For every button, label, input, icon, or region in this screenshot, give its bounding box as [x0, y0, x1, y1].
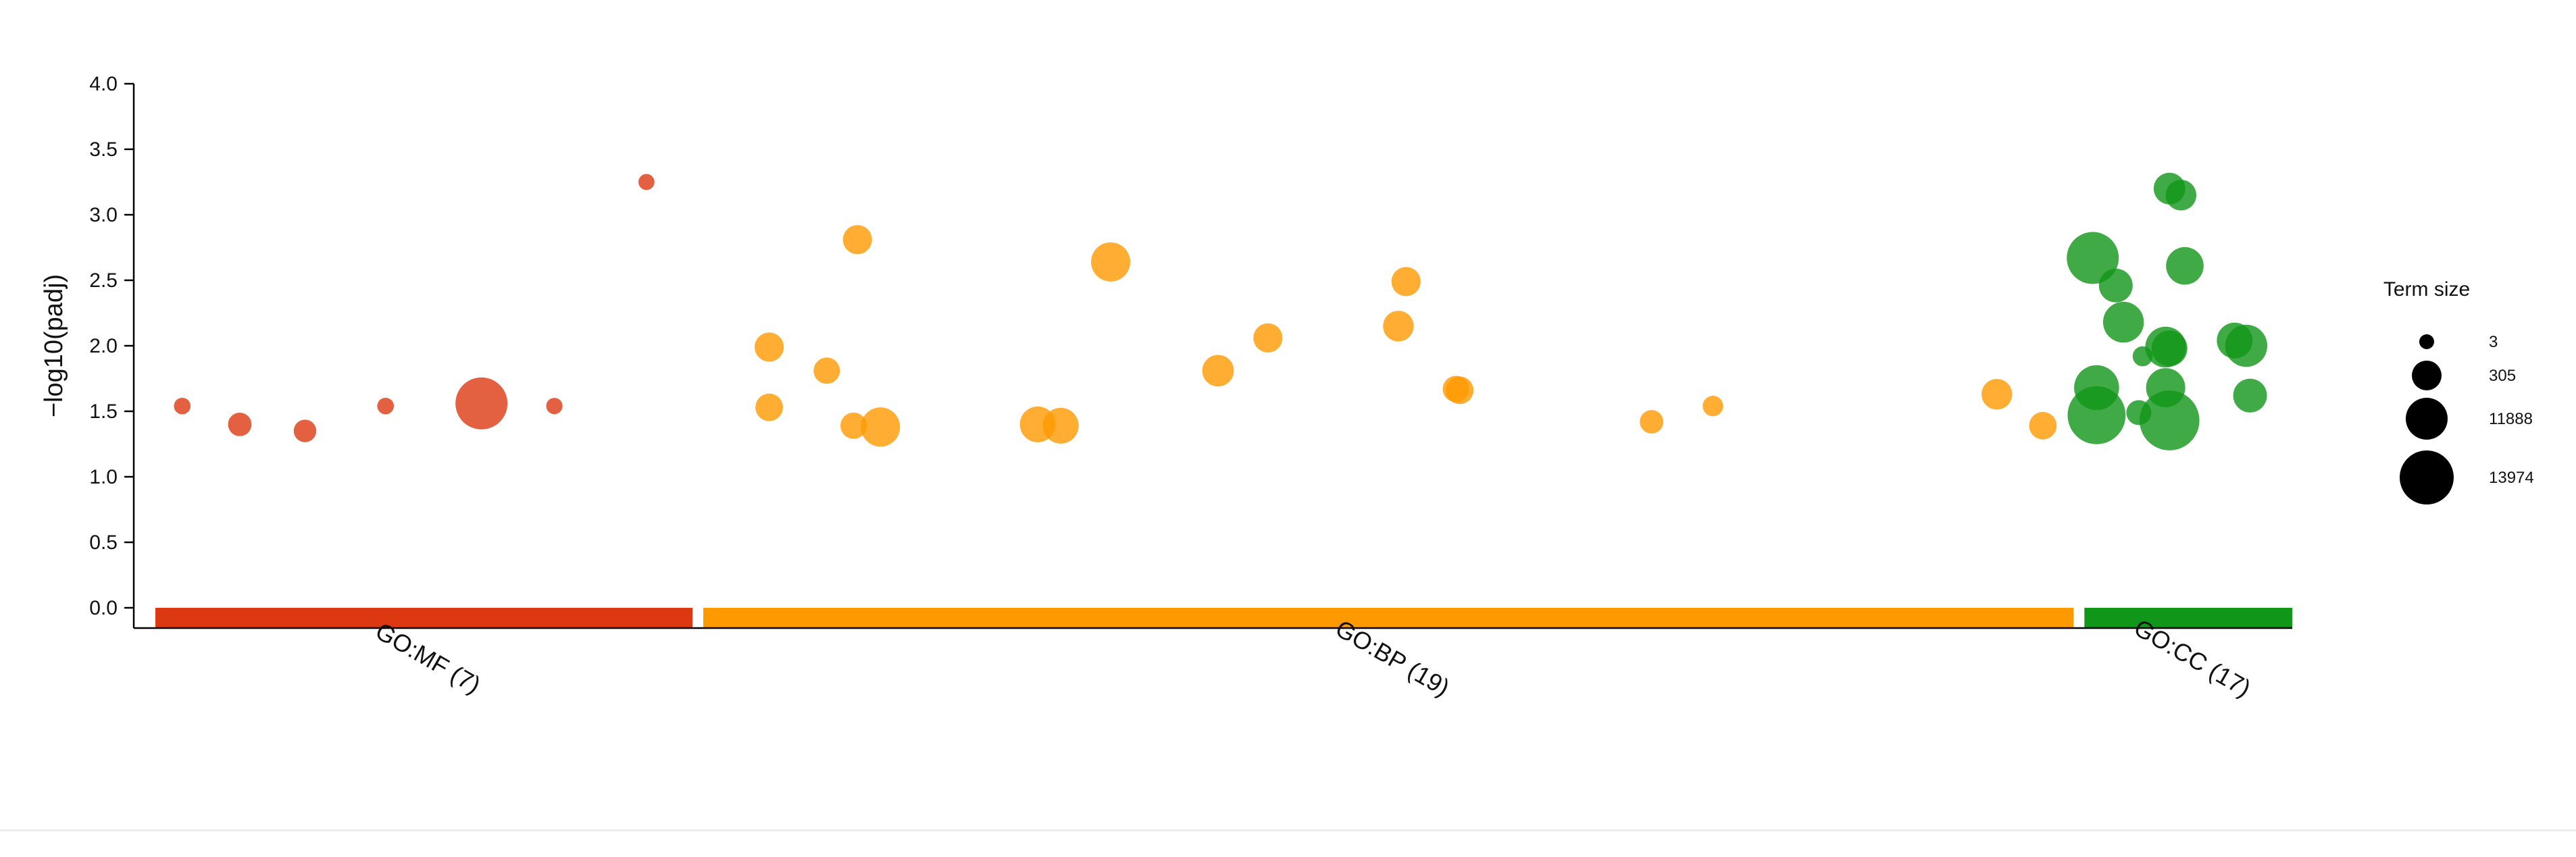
data-point: [174, 397, 191, 415]
x-source-label: GO:MF (7): [371, 617, 485, 698]
data-point: [2166, 246, 2204, 285]
data-point: [840, 412, 867, 439]
data-point: [377, 397, 395, 415]
data-point: [861, 407, 901, 447]
legend-title: Term size: [2383, 278, 2470, 301]
data-point: [842, 225, 872, 255]
data-point: [2233, 378, 2267, 413]
data-point: [228, 413, 252, 436]
data-point: [455, 377, 508, 430]
y-tick-label: 0.0: [89, 597, 118, 619]
y-tick-label: 1.0: [89, 466, 118, 488]
y-tick-label: 0.5: [89, 531, 118, 554]
source-bar: [155, 608, 693, 628]
data-point: [1391, 267, 1421, 296]
data-point: [2067, 232, 2119, 284]
legend-size-label: 11888: [2489, 410, 2533, 428]
y-axis-label: −log10(padj): [40, 274, 68, 417]
manhattan-plot: 0.0 0.5 1.0 1.5 2.0 2.5 3.0 3.5 4.0 −log10(padj) G…: [40, 73, 2534, 702]
y-tick-label: 4.0: [89, 73, 118, 95]
y-tick-label: 1.5: [89, 400, 118, 423]
data-point: [755, 393, 783, 421]
data-point: [2165, 180, 2197, 211]
data-point: [1446, 376, 1474, 405]
y-tick-label: 3.0: [89, 204, 118, 226]
data-point: [546, 398, 563, 415]
data-point: [1090, 242, 1130, 282]
y-tick-label: 2.5: [89, 269, 118, 292]
data-point: [1640, 410, 1664, 434]
data-point: [2029, 411, 2057, 440]
data-point: [2225, 324, 2268, 367]
data-point: [1383, 311, 1414, 342]
legend-size-marker: [2400, 450, 2454, 504]
data-point: [1042, 407, 1079, 444]
legend-size-label: 13974: [2489, 469, 2534, 487]
data-point: [1253, 323, 1283, 353]
data-point: [2151, 330, 2188, 367]
data-point: [813, 357, 840, 384]
legend-size-marker: [2412, 361, 2442, 390]
data-point: [2102, 301, 2144, 343]
data-point: [2098, 268, 2133, 303]
legend-size-label: 3: [2489, 333, 2498, 351]
legend-size-marker: [2406, 398, 2448, 440]
data-point: [1981, 379, 2013, 410]
source-bar: [2084, 608, 2292, 628]
legend-size-label: 305: [2489, 367, 2516, 385]
bottom-divider: [0, 829, 2576, 831]
data-point: [2067, 386, 2126, 444]
y-tick-label: 2.0: [89, 335, 118, 357]
data-point: [1202, 355, 1234, 387]
source-bar: [703, 608, 2074, 628]
data-point: [638, 174, 655, 190]
data-point: [1702, 396, 1723, 417]
data-point: [754, 332, 784, 362]
y-tick-label: 3.5: [89, 138, 118, 161]
legend-size-marker: [2419, 334, 2434, 349]
data-point: [293, 419, 317, 442]
data-point: [2139, 390, 2200, 450]
chart-svg: 0.0 0.5 1.0 1.5 2.0 2.5 3.0 3.5 4.0 −log10(padj) G…: [40, 73, 2534, 702]
